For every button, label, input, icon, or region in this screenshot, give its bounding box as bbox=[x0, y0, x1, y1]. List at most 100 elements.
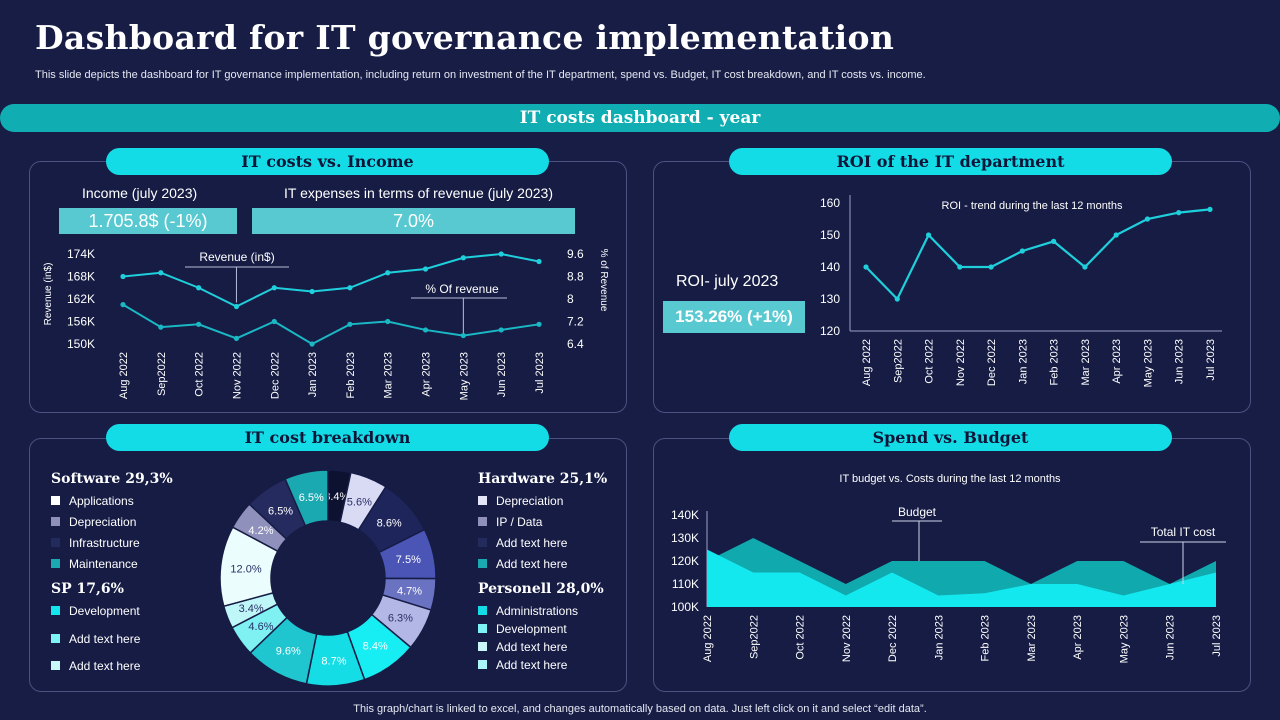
y2-tick-label: 6.4 bbox=[567, 337, 584, 351]
data-point bbox=[498, 251, 504, 257]
legend-label: Infrastructure bbox=[69, 536, 140, 550]
data-point bbox=[863, 264, 869, 270]
data-point bbox=[957, 264, 963, 270]
y-tick-label: 156K bbox=[67, 315, 95, 329]
costs-income-chart: 150K 156K 162K 168K 174K 6.4 7.2 8 8.8 9.6 Revenue… bbox=[43, 247, 609, 400]
data-point bbox=[233, 303, 240, 310]
legend-swatch bbox=[51, 496, 60, 505]
x-tick-label: Sep2022 bbox=[156, 352, 168, 396]
legend-label: Add text here bbox=[496, 536, 568, 550]
y2-tick-label: 7.2 bbox=[567, 315, 584, 329]
legend-label: IP / Data bbox=[496, 515, 543, 529]
legend-item: Add text here bbox=[51, 659, 140, 673]
legend-swatch bbox=[478, 538, 487, 547]
legend-label: Add text here bbox=[496, 658, 568, 672]
data-point bbox=[1051, 238, 1057, 244]
data-point bbox=[422, 327, 429, 333]
legend-swatch bbox=[478, 642, 487, 651]
x-tick-label: May 2023 bbox=[458, 352, 470, 400]
y-tick-label: 150 bbox=[820, 228, 840, 242]
x-tick-label: Dec 2022 bbox=[269, 352, 281, 399]
legend-group-title: Hardware 25,1% bbox=[478, 471, 608, 487]
legend-item: Add text here bbox=[478, 658, 567, 672]
legend-item: Depreciation bbox=[478, 494, 563, 508]
legend-swatch bbox=[478, 496, 487, 505]
data-point bbox=[422, 266, 429, 272]
legend-item: Add text here bbox=[478, 557, 567, 571]
legend-item: Infrastructure bbox=[51, 536, 140, 550]
series-line-revenue bbox=[122, 252, 540, 308]
income-label: Income (july 2023) bbox=[82, 185, 198, 201]
spend-pill: Spend vs. Budget bbox=[729, 424, 1172, 451]
costs-income-panel bbox=[29, 161, 627, 413]
data-point bbox=[460, 255, 466, 261]
legend-item: IP / Data bbox=[478, 515, 542, 529]
x-tick-label: Feb 2023 bbox=[1049, 339, 1061, 385]
data-point bbox=[158, 324, 164, 330]
data-point bbox=[271, 318, 277, 325]
x-tick-label: Mar 2023 bbox=[1026, 615, 1038, 661]
legend-swatch bbox=[51, 633, 60, 643]
chart-title: IT budget vs. Costs during the last 12 m… bbox=[839, 473, 1061, 485]
data-point bbox=[1082, 264, 1088, 270]
legend-swatch bbox=[478, 624, 487, 633]
data-point bbox=[196, 321, 202, 327]
data-point bbox=[196, 285, 202, 291]
y-tick-label: 120 bbox=[820, 324, 840, 338]
budget-annotation: Budget bbox=[898, 505, 937, 519]
x-tick-label: Dec 2022 bbox=[986, 339, 998, 386]
roi-kpi-label: ROI- july 2023 bbox=[676, 273, 779, 290]
chart-title: ROI - trend during the last 12 months bbox=[942, 200, 1123, 212]
slice-label: 8.4% bbox=[363, 641, 388, 653]
y-tick-label: 168K bbox=[67, 270, 95, 284]
legend-label: Add text here bbox=[69, 631, 141, 646]
legend-swatch bbox=[478, 517, 487, 526]
legend-swatch bbox=[478, 559, 487, 568]
page-title: Dashboard for IT governance implementati… bbox=[35, 18, 895, 57]
legend-swatch bbox=[51, 538, 60, 547]
legend-item: Maintenance bbox=[51, 557, 138, 571]
legend-item: Add text here bbox=[478, 536, 567, 550]
x-tick-label: Oct 2022 bbox=[194, 352, 206, 397]
legend-label: Applications bbox=[69, 494, 134, 508]
y2-tick-label: 9.6 bbox=[567, 247, 584, 261]
slice-label: 4.2% bbox=[248, 525, 273, 537]
expenses-label: IT expenses in terms of revenue (july 20… bbox=[284, 185, 553, 201]
legend-label: Add text here bbox=[69, 659, 141, 673]
revenue-annotation: Revenue (in$) bbox=[199, 250, 274, 264]
x-tick-label: Jul 2023 bbox=[1205, 339, 1217, 381]
legend-group-title: Personell 28,0% bbox=[478, 581, 604, 597]
y-tick-label: 160 bbox=[820, 196, 840, 210]
x-tick-label: Jun 2023 bbox=[496, 352, 508, 397]
legend-item: Development bbox=[478, 622, 567, 636]
slice-label: 9.6% bbox=[276, 645, 301, 657]
data-point bbox=[120, 273, 126, 280]
y-tick-label: 100K bbox=[671, 600, 699, 614]
x-tick-label: Nov 2022 bbox=[841, 615, 853, 662]
data-point bbox=[347, 285, 353, 291]
legend-item: Development bbox=[51, 604, 140, 618]
x-tick-label: Apr 2023 bbox=[421, 352, 433, 397]
legend-label: Administrations bbox=[496, 604, 579, 618]
slice-label: 4.6% bbox=[248, 621, 273, 633]
x-tick-label: Mar 2023 bbox=[383, 352, 395, 398]
x-tick-label: Feb 2023 bbox=[345, 352, 357, 398]
y-tick-label: 120K bbox=[671, 554, 699, 568]
x-tick-label: Feb 2023 bbox=[980, 615, 992, 661]
x-tick-label: Jan 2023 bbox=[307, 352, 319, 397]
slice-label: 7.5% bbox=[396, 554, 421, 566]
legend-item: Depreciation bbox=[51, 515, 136, 529]
x-tick-label: May 2023 bbox=[1118, 615, 1130, 663]
x-tick-label: Nov 2022 bbox=[231, 352, 243, 399]
data-point bbox=[271, 285, 277, 291]
x-tick-label: Aug 2022 bbox=[118, 352, 130, 399]
data-point bbox=[988, 264, 994, 270]
y2-tick-label: 8 bbox=[567, 292, 574, 306]
x-tick-label: Jul 2023 bbox=[1211, 615, 1223, 657]
x-tick-label: Mar 2023 bbox=[1080, 339, 1092, 385]
y-tick-label: 130K bbox=[671, 531, 699, 545]
data-point bbox=[536, 321, 542, 327]
x-tick-label: Jun 2023 bbox=[1174, 339, 1186, 384]
data-point bbox=[536, 258, 542, 265]
area-total-it-cost bbox=[707, 549, 1216, 607]
